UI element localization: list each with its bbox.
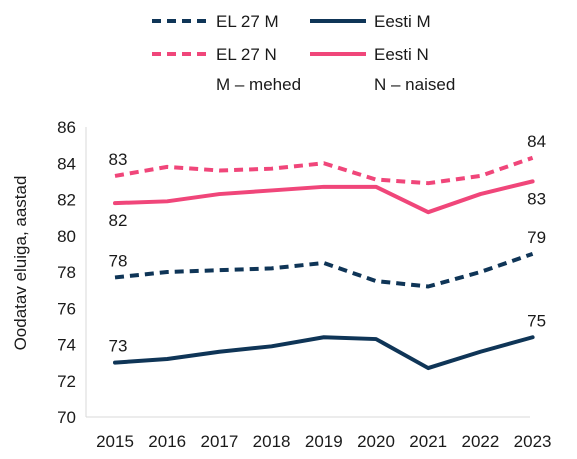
data-label: 82: [109, 211, 128, 230]
series-line-eesti-m: [113, 335, 535, 371]
data-label: 79: [527, 228, 546, 247]
y-tick-label: 82: [57, 191, 76, 210]
y-axis-label: Oodatav eluiga, aastad: [11, 176, 30, 351]
x-tick-label: 2019: [305, 432, 343, 451]
y-tick-label: 84: [57, 154, 76, 173]
data-label: 78: [109, 251, 128, 270]
legend-entry-label: Eesti N: [374, 45, 429, 64]
legend-entry-label: EL 27 N: [216, 45, 277, 64]
x-tick-label: 2017: [200, 432, 238, 451]
y-tick-label: 70: [57, 408, 76, 427]
data-label: 75: [527, 311, 546, 330]
x-tick-label: 2015: [96, 432, 134, 451]
x-tick-label: 2022: [461, 432, 499, 451]
series-line-el-27-m: [114, 251, 534, 289]
legend-note-men: M – mehed: [216, 75, 301, 94]
legend-note-women: N – naised: [374, 75, 455, 94]
x-tick-label: 2016: [148, 432, 186, 451]
y-tick-label: 72: [57, 372, 76, 391]
y-tick-label: 76: [57, 299, 76, 318]
series-line-el-27-n: [114, 155, 534, 186]
y-tick-label: 86: [57, 118, 76, 137]
x-tick-label: 2023: [514, 432, 552, 451]
x-tick-label: 2021: [409, 432, 447, 451]
y-tick-label: 78: [57, 263, 76, 282]
legend: EL 27 M Eesti M EL 27 N Eesti N M – mehed N –…: [152, 12, 455, 94]
data-label: 83: [527, 189, 546, 208]
x-tick-label: 2018: [253, 432, 291, 451]
legend-entry-label: EL 27 M: [216, 12, 279, 31]
axes: 70 72 74 76 78 80 82 84 86 2015 2016 2017 2018 2019 20…: [57, 118, 551, 451]
data-label: 73: [109, 337, 128, 356]
y-tick-label: 74: [57, 336, 76, 355]
series-line-eesti-n: [113, 179, 535, 215]
data-label: 84: [527, 132, 546, 151]
y-tick-label: 80: [57, 227, 76, 246]
series-lines: [113, 155, 535, 371]
data-label: 83: [109, 150, 128, 169]
legend-entry-label: Eesti M: [374, 12, 431, 31]
x-tick-label: 2020: [357, 432, 395, 451]
data-labels: 78 79 73 75 83 84 82 83: [109, 132, 547, 356]
